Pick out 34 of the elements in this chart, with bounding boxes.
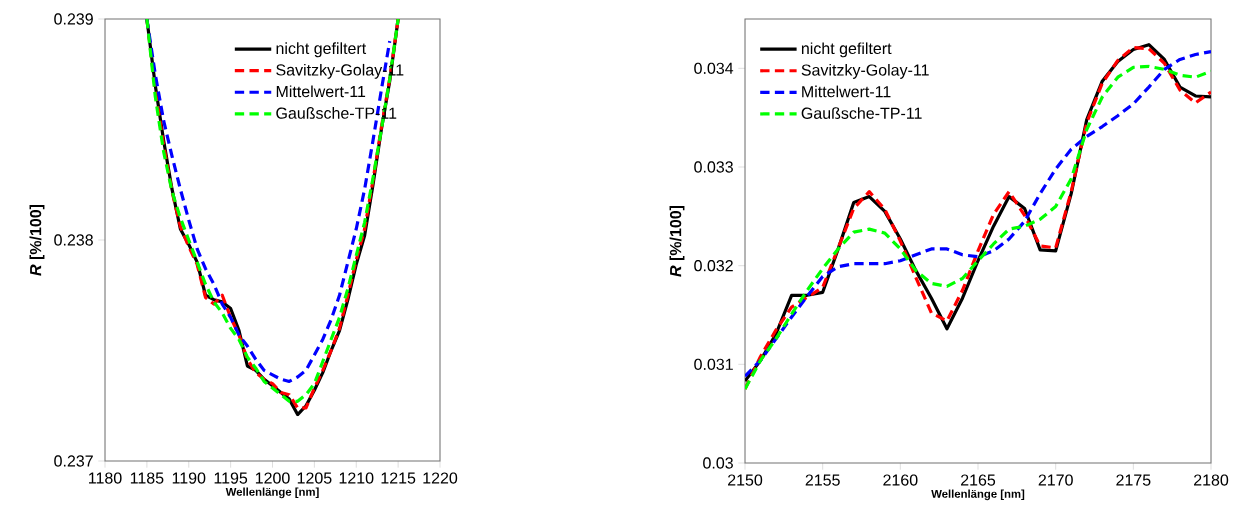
x-tick-label: 1190 bbox=[172, 472, 206, 484]
legend-label: Gaußsche-TP-11 bbox=[801, 107, 922, 119]
x-tick-label: 1200 bbox=[255, 472, 290, 484]
x-tick-label: 2155 bbox=[805, 474, 840, 486]
legend-label: Savitzky-Golay-11 bbox=[801, 63, 929, 79]
x-tick-label: 1185 bbox=[130, 472, 164, 484]
legend-label: Mittelwert-11 bbox=[276, 85, 366, 98]
x-tick-label: 2170 bbox=[1038, 474, 1073, 486]
y-tick-label: 0.03 bbox=[703, 457, 733, 469]
x-tick-label: 1220 bbox=[423, 472, 458, 484]
legend-label: nicht gefiltert bbox=[276, 42, 367, 58]
x-tick-label: 2165 bbox=[961, 474, 996, 486]
y-tick-label: 0.031 bbox=[694, 358, 733, 370]
x-tick-label: 2150 bbox=[728, 474, 763, 486]
y-tick-label: 0.033 bbox=[694, 161, 733, 173]
x-axis-title: Wellenlänge [nm] bbox=[225, 487, 319, 499]
legend-label: Mittelwert-11 bbox=[802, 85, 891, 98]
y-axis-title: R [%/100] bbox=[669, 205, 685, 277]
x-tick-label: 1195 bbox=[214, 472, 248, 484]
x-tick-label: 1210 bbox=[339, 472, 374, 484]
y-axis-title: R [%/100] bbox=[29, 204, 45, 276]
x-tick-label: 2160 bbox=[883, 474, 918, 486]
y-tick-label: 0.237 bbox=[54, 455, 93, 467]
x-tick-label: 1205 bbox=[297, 472, 332, 484]
x-tick-label: 2175 bbox=[1116, 474, 1151, 486]
x-tick-label: 1180 bbox=[89, 472, 122, 484]
y-tick-label: 0.034 bbox=[694, 62, 734, 74]
legend-label: nicht gefiltert bbox=[801, 42, 892, 58]
y-tick-label: 0.238 bbox=[54, 234, 93, 246]
x-axis-title: Wellenlänge [nm] bbox=[931, 489, 1025, 501]
x-tick-label: 1215 bbox=[381, 472, 416, 484]
y-tick-label: 0.032 bbox=[694, 260, 733, 272]
x-tick-label: 2180 bbox=[1194, 474, 1229, 486]
y-tick-label: 0.239 bbox=[54, 13, 93, 25]
